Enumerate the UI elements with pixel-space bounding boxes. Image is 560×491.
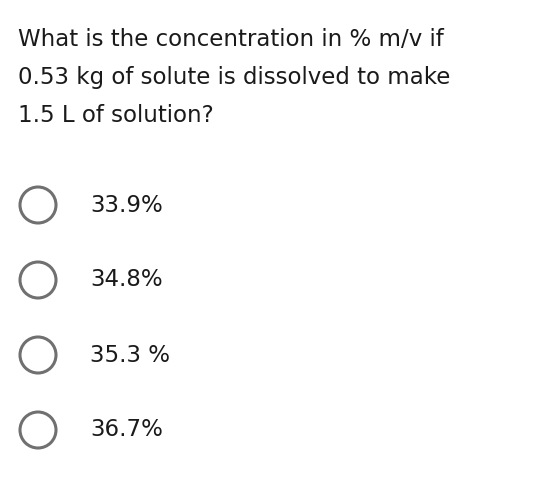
Text: What is the concentration in % m/v if: What is the concentration in % m/v if (18, 28, 444, 51)
Text: 36.7%: 36.7% (90, 418, 163, 441)
Text: 34.8%: 34.8% (90, 269, 162, 292)
Text: 1.5 L of solution?: 1.5 L of solution? (18, 104, 214, 127)
Text: 0.53 kg of solute is dissolved to make: 0.53 kg of solute is dissolved to make (18, 66, 450, 89)
Text: 35.3 %: 35.3 % (90, 344, 170, 366)
Text: 33.9%: 33.9% (90, 193, 163, 217)
